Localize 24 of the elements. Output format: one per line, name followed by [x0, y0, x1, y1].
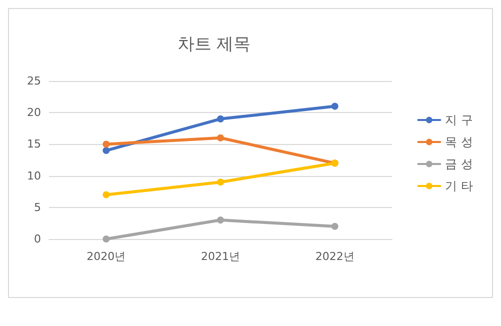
point	[217, 178, 224, 186]
point	[102, 140, 110, 148]
point	[102, 147, 110, 154]
y-tick-label: 25	[27, 74, 41, 88]
y-tick-label: 10	[27, 169, 41, 182]
point	[217, 115, 224, 122]
y-tick-label: 15	[27, 138, 41, 151]
point	[217, 134, 224, 142]
y-tick-label: 0	[34, 232, 41, 246]
x-tick-label: 2022년	[315, 250, 354, 263]
x-tick-label: 2021년	[201, 250, 240, 263]
legend-label: 목 성	[445, 135, 474, 149]
legend-label: 기 타	[445, 179, 474, 193]
point	[102, 236, 110, 242]
legend-label: 지 구	[445, 113, 474, 127]
point	[331, 222, 338, 230]
y-tick-label: 5	[34, 200, 41, 214]
point	[331, 102, 338, 110]
y-tick-label: 20	[27, 106, 41, 120]
x-tick-label: 2020년	[86, 250, 126, 263]
point	[217, 216, 224, 224]
legend-label: 금 성	[445, 157, 474, 171]
point	[102, 191, 110, 198]
chart-title: 차트 제목	[177, 34, 251, 54]
